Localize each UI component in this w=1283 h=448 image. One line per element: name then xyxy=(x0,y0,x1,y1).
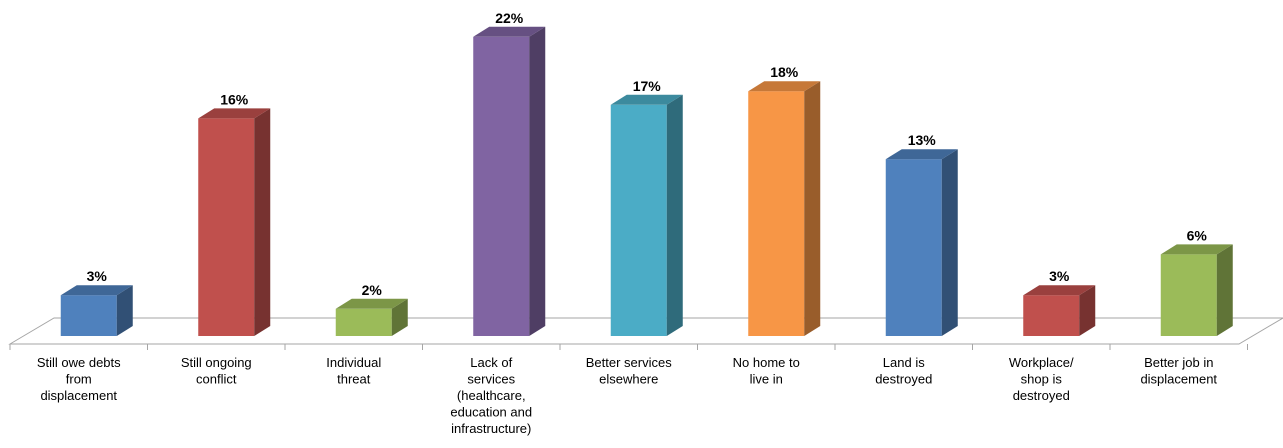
category-label: Still ongoing conflict xyxy=(181,355,252,387)
bar-side-face xyxy=(116,285,133,336)
bar-9 xyxy=(1160,244,1233,336)
bar-front-face xyxy=(335,308,392,336)
data-label: 3% xyxy=(87,268,108,284)
bar-2 xyxy=(198,108,271,337)
bar-5 xyxy=(610,94,683,336)
bar-front-face xyxy=(473,36,530,337)
data-label: 18% xyxy=(770,64,799,80)
category-labels-group: Still owe debts from displacement Still ong… xyxy=(9,344,1248,436)
bar-front-face xyxy=(60,295,117,336)
bar-1 xyxy=(60,285,133,336)
bar-7 xyxy=(885,149,958,336)
bar-top-face xyxy=(1160,244,1233,255)
bar-front-face xyxy=(610,104,667,336)
bar-side-face xyxy=(1216,244,1233,336)
data-label: 16% xyxy=(220,91,249,107)
bar-top-face xyxy=(748,81,821,92)
bar-top-face xyxy=(60,285,133,296)
category-label: No home to live in xyxy=(733,355,800,387)
bar-top-face xyxy=(473,26,546,37)
data-label: 17% xyxy=(633,78,662,94)
bar-top-face xyxy=(1023,285,1096,296)
bar-front-face xyxy=(885,159,942,336)
bar-4 xyxy=(473,26,546,337)
bar-top-face xyxy=(610,94,683,105)
category-label: Individual threat xyxy=(326,355,381,387)
bar-6 xyxy=(748,81,821,336)
bar-side-face xyxy=(666,94,683,336)
bars-group xyxy=(60,26,1233,337)
data-labels-group: 3% 16% 2% 22% 17% 18% 13% 3% 6% xyxy=(87,10,1208,298)
data-label: 22% xyxy=(495,10,524,26)
data-label: 3% xyxy=(1049,268,1070,284)
bar-top-face xyxy=(335,298,408,309)
bar-side-face xyxy=(1079,285,1096,336)
bar-8 xyxy=(1023,285,1096,336)
bar-side-face xyxy=(941,149,958,336)
bar-side-face xyxy=(529,26,546,337)
bar-side-face xyxy=(254,108,271,337)
bar-front-face xyxy=(198,118,255,337)
category-label: Better services elsewhere xyxy=(586,355,672,387)
category-label: Land is destroyed xyxy=(875,355,932,387)
bar-top-face xyxy=(885,149,958,160)
data-label: 13% xyxy=(908,132,937,148)
bar-side-face xyxy=(804,81,821,336)
category-label: Still owe debts from displacement xyxy=(37,355,121,403)
category-label: Lack of services (healthcare, education and… xyxy=(450,355,532,436)
bar-front-face xyxy=(1023,295,1080,336)
category-label: Better job in displacement xyxy=(1140,355,1217,387)
data-label: 2% xyxy=(362,282,383,298)
data-label: 6% xyxy=(1187,227,1208,243)
bar-3 xyxy=(335,298,408,336)
bar-front-face xyxy=(1160,254,1217,336)
bar-top-face xyxy=(198,108,271,119)
bar-side-face xyxy=(391,298,408,336)
bar-front-face xyxy=(748,91,805,336)
category-label: Workplace/shop is destroyed xyxy=(1009,355,1074,403)
